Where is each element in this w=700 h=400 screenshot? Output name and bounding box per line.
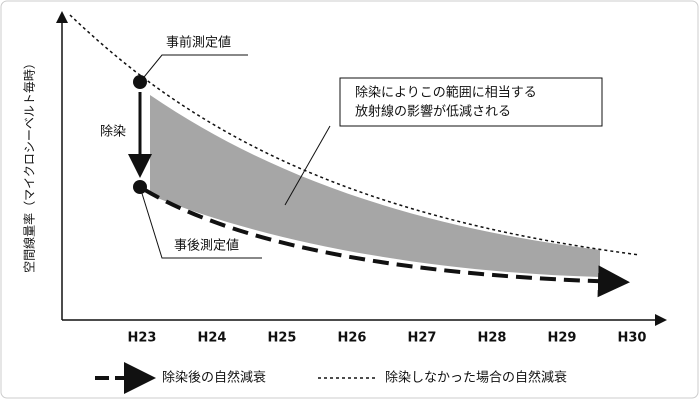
x-tick-label: H30 xyxy=(618,331,647,346)
x-tick-label: H28 xyxy=(478,331,507,346)
x-tick-label: H26 xyxy=(338,331,367,346)
legend-label: 除染後の自然減衰 xyxy=(162,370,266,386)
callout-text: 除染によりこの範囲に相当する xyxy=(355,86,537,101)
leader xyxy=(139,54,248,83)
x-tick-label: H24 xyxy=(198,331,227,346)
no-decon-curve xyxy=(69,14,641,256)
y-axis-label: 空間線量率（マイクロシーベルト毎時） xyxy=(22,57,37,273)
legend-label: 除染しなかった場合の自然減衰 xyxy=(385,370,567,386)
x-tick-label: H27 xyxy=(408,331,437,346)
after-label: 事後測定値 xyxy=(174,238,239,254)
decon-label: 除染 xyxy=(100,125,126,140)
x-tick-label: H25 xyxy=(268,331,297,346)
leader xyxy=(139,186,262,259)
x-tick-label: H29 xyxy=(548,331,577,346)
callout-text: 放射線の影響が低減される xyxy=(355,104,511,120)
decon-curve xyxy=(143,188,630,298)
leader xyxy=(284,125,331,206)
x-tick-label: H23 xyxy=(128,331,157,346)
before-label: 事前測定値 xyxy=(166,35,231,51)
callout-box xyxy=(339,77,603,127)
reduction-area xyxy=(150,95,600,277)
